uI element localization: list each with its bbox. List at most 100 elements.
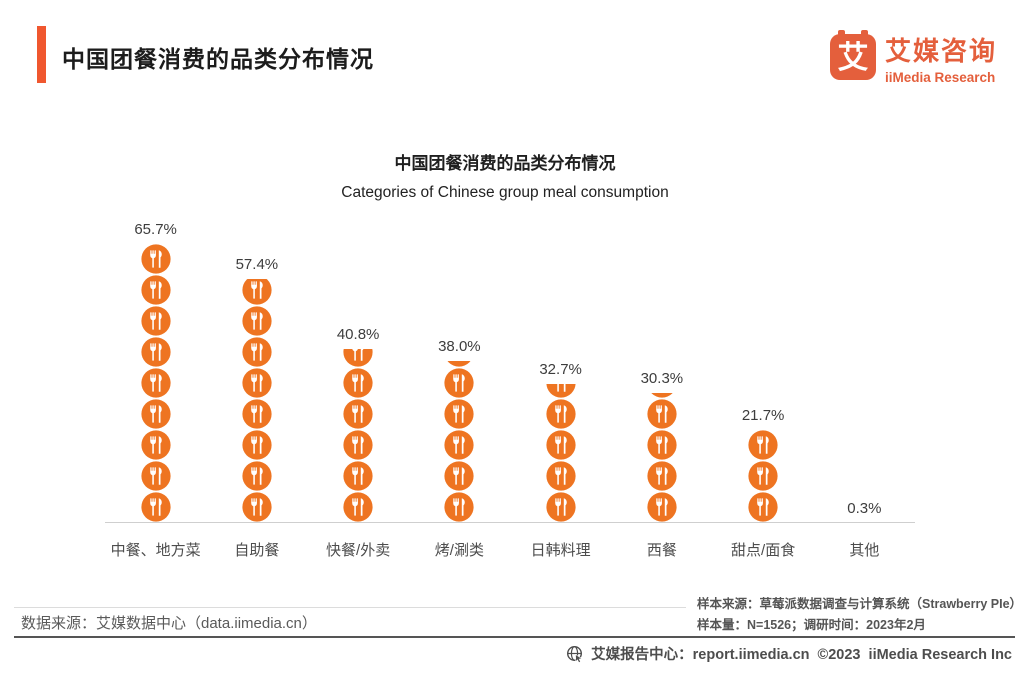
category-label: 西餐 <box>646 542 677 559</box>
iimedia-logo-mark-icon: 艾 <box>829 30 876 80</box>
pictogram-column: 57.4% <box>206 225 307 522</box>
meal-icon <box>242 430 272 460</box>
logo-name-cn: 艾媒咨询 <box>884 36 997 66</box>
fork-knife-icon <box>647 461 677 491</box>
meal-icon <box>141 492 171 522</box>
meal-icon <box>141 306 171 336</box>
fork-knife-icon <box>444 430 474 460</box>
meal-icon <box>444 368 474 398</box>
fork-knife-icon <box>141 306 171 336</box>
pictogram-column: 38.0% <box>409 225 510 522</box>
logo-name-en: iiMedia Research <box>884 70 996 85</box>
meal-icon <box>343 461 373 491</box>
footer-text: 艾媒报告中心：report.iimedia.cn ©2023 iiMedia R… <box>591 647 1012 663</box>
x-axis-line <box>105 522 915 523</box>
meal-icon <box>141 430 171 460</box>
pictogram-column: 40.8% <box>308 225 409 522</box>
meal-icon <box>242 399 272 429</box>
fork-knife-icon <box>242 279 272 305</box>
meal-icon <box>748 461 778 491</box>
pictogram-column: 21.7% <box>713 225 814 522</box>
fork-knife-icon <box>748 492 778 522</box>
iimedia-logo: 艾 艾媒咨询 iiMedia Research <box>829 30 997 85</box>
logo-glyph: 艾 <box>837 39 869 75</box>
chart-header: 中国团餐消费的品类分布情况 Categories of Chinese grou… <box>0 149 1010 202</box>
meal-icon <box>242 368 272 398</box>
fork-knife-icon <box>647 399 677 429</box>
fork-knife-icon <box>242 399 272 429</box>
data-source-text: 数据来源：艾媒数据中心（data.iimedia.cn） <box>21 615 317 632</box>
globe-cursor-icon <box>566 645 584 663</box>
fork-knife-icon <box>647 430 677 460</box>
fork-knife-icon <box>546 384 576 398</box>
meal-icon <box>141 399 171 429</box>
meal-icon <box>242 306 272 336</box>
meal-icon <box>647 492 677 522</box>
meal-icon <box>343 399 373 429</box>
pictogram-column: 0.3% <box>814 225 915 522</box>
value-label: 30.3% <box>640 370 684 387</box>
fork-knife-icon <box>141 430 171 460</box>
fork-knife-icon <box>141 399 171 429</box>
fork-knife-icon <box>444 399 474 429</box>
fork-knife-icon <box>748 461 778 491</box>
value-label: 57.4% <box>235 256 279 273</box>
meal-icon-partial <box>242 279 272 305</box>
meal-icon <box>343 492 373 522</box>
meal-icon <box>444 461 474 491</box>
fork-knife-icon <box>141 244 171 274</box>
meal-icon <box>242 461 272 491</box>
fork-knife-icon <box>141 368 171 398</box>
meal-icon <box>141 337 171 367</box>
chart-title: 中国团餐消费的品类分布情况 <box>394 154 616 173</box>
meal-icon <box>141 275 171 305</box>
fork-knife-icon <box>546 399 576 429</box>
logo-tab-right <box>860 30 868 38</box>
fork-knife-icon <box>242 461 272 491</box>
fork-knife-icon <box>343 349 373 367</box>
title-accent-bar <box>37 26 46 83</box>
category-label: 其他 <box>849 542 880 559</box>
fork-knife-icon <box>242 337 272 367</box>
fork-knife-icon <box>141 461 171 491</box>
meal-icon <box>647 399 677 429</box>
meal-icon <box>141 368 171 398</box>
fork-knife-icon <box>444 368 474 398</box>
pictogram-column: 30.3% <box>611 225 712 522</box>
fork-knife-icon <box>242 430 272 460</box>
meal-icon <box>546 461 576 491</box>
sample-size-text: 样本量：N=1526；调研时间：2023年2月 <box>697 618 926 632</box>
fork-knife-icon <box>242 492 272 522</box>
fork-knife-icon <box>546 430 576 460</box>
fork-knife-icon <box>242 306 272 336</box>
value-label: 38.0% <box>438 338 481 355</box>
meal-icon <box>141 461 171 491</box>
meal-icon <box>647 430 677 460</box>
meal-icon <box>546 492 576 522</box>
logo-tab-left <box>837 30 845 38</box>
meal-icon-partial <box>343 349 373 367</box>
sample-source-text: 样本来源：草莓派数据调查与计算系统（Strawberry PIe） <box>697 597 1023 611</box>
value-label: 21.7% <box>741 407 785 424</box>
footer-divider <box>14 636 1015 638</box>
meal-icon-partial <box>647 393 677 398</box>
meal-icon <box>141 244 171 274</box>
category-label: 自助餐 <box>234 542 280 559</box>
fork-knife-icon <box>647 492 677 522</box>
meal-icon-partial <box>444 361 474 367</box>
meal-icon-partial <box>546 384 576 398</box>
value-label: 40.8% <box>336 326 380 343</box>
value-label: 0.3% <box>847 500 882 517</box>
meal-icon <box>546 430 576 460</box>
meal-icon <box>748 430 778 460</box>
fork-knife-icon <box>141 275 171 305</box>
value-label: 32.7% <box>539 361 582 378</box>
logo-text: 艾媒咨询 iiMedia Research <box>885 31 997 85</box>
meal-icon <box>444 430 474 460</box>
meal-icon <box>242 337 272 367</box>
fork-knife-icon <box>343 368 373 398</box>
fork-knife-icon <box>447 361 471 367</box>
sample-info: 样本来源：草莓派数据调查与计算系统（Strawberry PIe） 样本量：N=… <box>697 594 1022 636</box>
category-axis: 中餐、地方菜 自助餐 快餐/外卖 烤/涮类 日韩料理 西餐 甜点/面食 其他 <box>105 539 915 560</box>
